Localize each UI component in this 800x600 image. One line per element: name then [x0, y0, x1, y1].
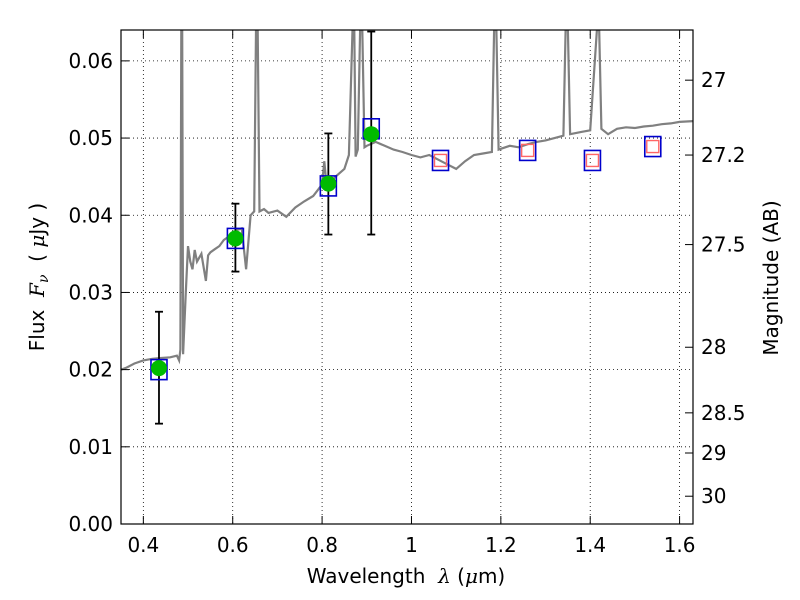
predicted-box	[433, 153, 448, 168]
model-spectrum	[121, 30, 693, 371]
y-tick-label: 0.01	[68, 435, 113, 459]
y2-axis-label: Magnitude (AB)	[759, 200, 783, 355]
y-axis-label: Flux Fν ( μJy )	[25, 203, 52, 351]
observed-point	[320, 175, 337, 192]
model-box	[643, 135, 662, 158]
predicted-box	[520, 143, 535, 158]
x-tick-label: 0.6	[217, 533, 249, 557]
mag-tick-label: 30	[701, 484, 726, 508]
mag-tick-label: 27.2	[701, 143, 746, 167]
mag-tick-label: 28.5	[701, 401, 746, 425]
predicted-box	[585, 153, 600, 168]
observed-point	[363, 126, 380, 143]
x-tick-label: 0.8	[306, 533, 338, 557]
x-tick-label: 1.2	[485, 533, 517, 557]
model-box	[431, 149, 450, 172]
y-tick-label: 0.04	[68, 203, 113, 227]
x-axis-label: Wavelength λ (μm)	[307, 564, 506, 588]
plot-frame	[120, 29, 694, 525]
x-tick-label: 1.4	[574, 533, 606, 557]
model-box	[518, 139, 537, 162]
model-box	[150, 358, 168, 381]
error-bars	[154, 30, 376, 425]
observed-points	[150, 126, 380, 377]
mag-tick-label: 29	[701, 441, 726, 465]
spectrum-line	[121, 30, 693, 371]
mag-tick-label: 27	[701, 68, 726, 92]
axis-ticks: 0.4 0.6 0.8 1 1.2 1.4 1.6 0.00 0.01 0.02 0.03 0.04 0…	[68, 30, 746, 557]
model-box	[583, 149, 602, 172]
x-tick-label: 1	[405, 533, 418, 557]
y-tick-label: 0.06	[68, 49, 113, 73]
x-tick-label: 1.6	[664, 533, 696, 557]
model-photometry-boxes	[150, 118, 662, 381]
x-tick-label: 0.4	[127, 533, 159, 557]
observed-point	[150, 360, 167, 377]
y-tick-label: 0.00	[68, 512, 113, 536]
plot-border	[120, 29, 694, 525]
y-tick-label: 0.02	[68, 358, 113, 382]
observed-point	[227, 230, 244, 247]
mag-tick-label: 27.5	[701, 233, 746, 257]
mag-tick-label: 28	[701, 335, 726, 359]
y-tick-label: 0.05	[68, 126, 113, 150]
predicted-box	[646, 139, 660, 154]
y-tick-label: 0.03	[68, 280, 113, 304]
